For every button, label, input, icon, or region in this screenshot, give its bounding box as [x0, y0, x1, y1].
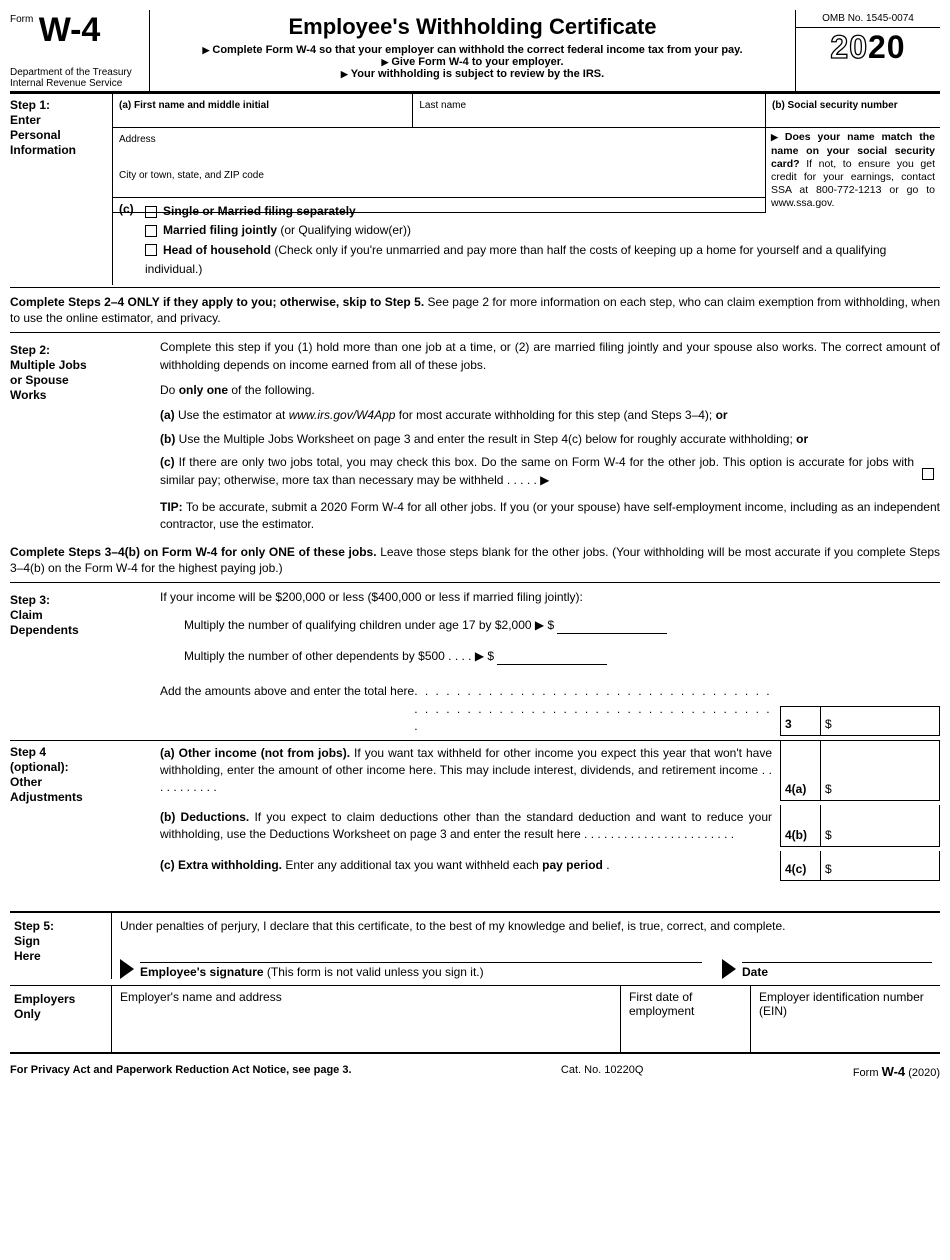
- signature-arrow-icon: [120, 959, 134, 979]
- form-year: 2020: [796, 28, 940, 66]
- step3-label: Step 3: Claim Dependents: [10, 589, 160, 735]
- step2-option-b: (b) Use the Multiple Jobs Worksheet on p…: [160, 431, 940, 448]
- box-4a-value[interactable]: $: [820, 741, 940, 801]
- box-4b-label: 4(b): [780, 805, 820, 848]
- other-dep-amount-input[interactable]: [497, 651, 607, 665]
- footer-privacy: For Privacy Act and Paperwork Reduction …: [10, 1064, 352, 1079]
- children-amount-input[interactable]: [557, 620, 667, 634]
- step5-label: Step 5: Sign Here: [10, 913, 112, 979]
- step3: Step 3: Claim Dependents If your income …: [10, 582, 940, 735]
- first-date-field[interactable]: First date of employment: [620, 986, 750, 1052]
- box-4b-value[interactable]: $: [820, 805, 940, 848]
- filing-status-single[interactable]: Single or Married filing separately: [145, 202, 934, 221]
- step5: Step 5: Sign Here Under penalties of per…: [10, 911, 940, 979]
- box-3-value[interactable]: $: [820, 706, 940, 736]
- step2-option-a: (a) Use the estimator at www.irs.gov/W4A…: [160, 407, 940, 424]
- step2-label: Step 2: Multiple Jobs or Spouse Works: [10, 339, 160, 534]
- complete-2-4-note: Complete Steps 2–4 ONLY if they apply to…: [10, 287, 940, 326]
- form-word: Form: [10, 14, 33, 25]
- form-number: W-4: [39, 12, 101, 49]
- step3-total: Add the amounts above and enter the tota…: [160, 683, 780, 735]
- year-solid: 20: [868, 29, 906, 65]
- first-name-field[interactable]: (a) First name and middle initial: [112, 94, 412, 128]
- instr-line-2: Give Form W-4 to your employer.: [154, 56, 791, 68]
- footer-catno: Cat. No. 10220Q: [561, 1064, 644, 1079]
- year-outline: 20: [830, 29, 868, 65]
- step1: Step 1: Enter Personal Information (a) F…: [10, 93, 940, 285]
- checkbox-icon[interactable]: [145, 206, 157, 218]
- dept-treasury: Department of the Treasury: [10, 67, 145, 78]
- employers-label: Employers Only: [10, 986, 112, 1052]
- step2-do-one: Do only one of the following.: [160, 382, 940, 399]
- c-label: (c): [119, 202, 145, 216]
- step2-option-c: (c) If there are only two jobs total, yo…: [160, 454, 940, 489]
- box-4a-label: 4(a): [780, 741, 820, 801]
- step2-intro: Complete this step if you (1) hold more …: [160, 339, 940, 374]
- step4: Step 4 (optional): Other Adjustments (a)…: [10, 740, 940, 881]
- date-line[interactable]: Date: [742, 962, 932, 979]
- perjury-statement: Under penalties of perjury, I declare th…: [120, 919, 932, 933]
- dept-irs: Internal Revenue Service: [10, 78, 145, 89]
- two-jobs-checkbox[interactable]: [922, 468, 934, 480]
- checkbox-icon[interactable]: [145, 244, 157, 256]
- step3-other-dep: Multiply the number of other dependents …: [184, 648, 780, 665]
- instr-line-1: Complete Form W-4 so that your employer …: [154, 44, 791, 56]
- filing-status-hoh[interactable]: Head of household (Check only if you're …: [145, 241, 934, 279]
- filing-status-married[interactable]: Married filing jointly (or Qualifying wi…: [145, 221, 934, 240]
- box-4c-label: 4(c): [780, 851, 820, 880]
- instr-line-3: Your withholding is subject to review by…: [154, 68, 791, 80]
- step3-intro: If your income will be $200,000 or less …: [160, 589, 780, 606]
- employer-name-field[interactable]: Employer's name and address: [112, 986, 620, 1052]
- signature-line[interactable]: Employee's signature (This form is not v…: [140, 962, 702, 979]
- step3-children: Multiply the number of qualifying childr…: [184, 617, 780, 634]
- city-state-zip-field[interactable]: City or town, state, and ZIP code: [112, 164, 765, 198]
- complete-3-4b-note: Complete Steps 3–4(b) on Form W-4 for on…: [10, 544, 940, 576]
- last-name-field[interactable]: Last name: [412, 94, 765, 128]
- date-arrow-icon: [722, 959, 736, 979]
- step1-label: Step 1: Enter Personal Information: [10, 94, 112, 285]
- header-right: OMB No. 1545-0074 2020: [795, 10, 940, 91]
- form-header: Form W-4 Department of the Treasury Inte…: [10, 10, 940, 93]
- step2-tip: TIP: To be accurate, submit a 2020 Form …: [160, 499, 940, 534]
- ein-field[interactable]: Employer identification number (EIN): [750, 986, 940, 1052]
- box-3-label: 3: [780, 706, 820, 736]
- ssn-field[interactable]: (b) Social security number: [765, 94, 940, 128]
- footer-formref: Form W-4 (2020): [853, 1064, 940, 1079]
- page-title: Employee's Withholding Certificate: [154, 14, 791, 40]
- step2: Step 2: Multiple Jobs or Spouse Works Co…: [10, 332, 940, 534]
- box-4c-value[interactable]: $: [820, 851, 940, 880]
- header-center: Employee's Withholding Certificate Compl…: [150, 10, 795, 91]
- header-left: Form W-4 Department of the Treasury Inte…: [10, 10, 150, 91]
- employers-only: Employers Only Employer's name and addre…: [10, 985, 940, 1054]
- page-footer: For Privacy Act and Paperwork Reduction …: [10, 1060, 940, 1079]
- omb-number: OMB No. 1545-0074: [796, 10, 940, 28]
- step4-label: Step 4 (optional): Other Adjustments: [10, 741, 160, 881]
- checkbox-icon[interactable]: [145, 225, 157, 237]
